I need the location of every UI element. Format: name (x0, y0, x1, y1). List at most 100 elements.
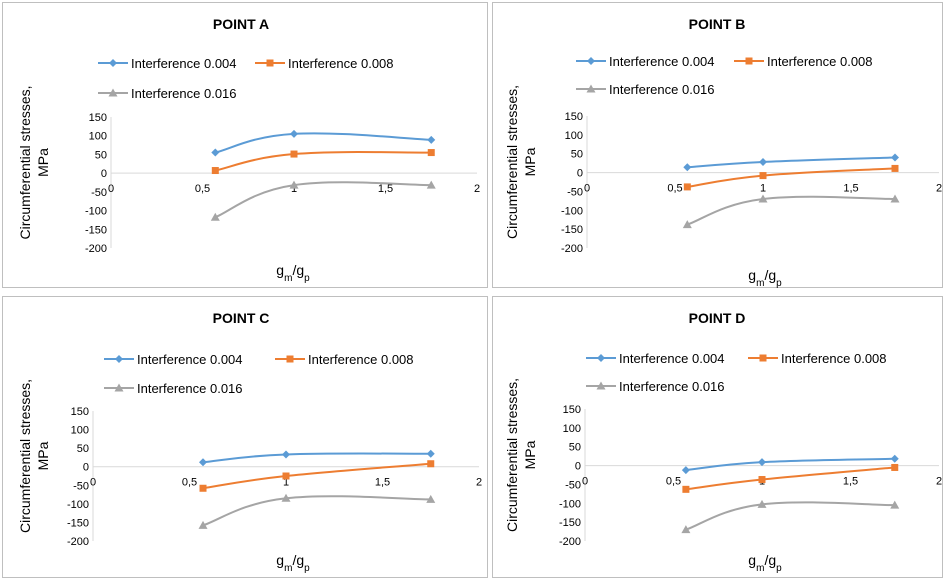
data-point (683, 163, 692, 172)
data-point (890, 454, 899, 463)
x-axis-label: gm/gp (748, 267, 782, 289)
x-axis-label-part: g (768, 552, 776, 568)
x-axis-label: gm/gp (276, 262, 310, 284)
data-point (282, 472, 290, 480)
legend-label: Interference 0.016 (619, 379, 725, 394)
x-axis-label: gm/gp (276, 552, 310, 574)
series-line (215, 132, 432, 154)
data-point (199, 484, 207, 492)
y-tick-label: 50 (95, 149, 107, 161)
y-tick-label: 0 (575, 461, 581, 473)
legend-label: Interference 0.004 (609, 54, 715, 69)
y-tick-label: -150 (561, 224, 583, 236)
y-tick-label: -150 (85, 224, 107, 236)
data-point (290, 150, 298, 158)
x-tick-label: 1 (760, 183, 766, 195)
legend-label: Interference 0.008 (308, 352, 414, 367)
y-tick-label: 0 (83, 462, 89, 474)
data-point (682, 485, 690, 493)
x-axis-label-part: / (764, 267, 768, 283)
legend-label: Interference 0.008 (767, 54, 873, 69)
x-axis-label-subscript: m (756, 563, 764, 574)
legend-marker (109, 59, 117, 67)
legend-item: Interference 0.008 (734, 54, 873, 69)
x-axis-label-part: / (292, 262, 296, 278)
x-tick-label: 0 (582, 476, 588, 488)
x-axis-label-subscript: p (776, 278, 782, 289)
legend-label: Interference 0.004 (137, 352, 243, 367)
chart-title: POINT C (213, 310, 270, 326)
data-point (891, 153, 899, 162)
data-point (427, 460, 435, 468)
legend-label: Interference 0.004 (619, 351, 725, 366)
legend-marker (286, 355, 294, 363)
x-axis-label-subscript: p (304, 273, 310, 284)
data-point (759, 158, 767, 167)
legend-item: Interference 0.008 (275, 352, 414, 367)
x-axis-label-part: / (764, 552, 768, 568)
data-point (282, 450, 290, 459)
x-axis-label-subscript: m (756, 278, 764, 289)
x-axis-label-part: g (296, 552, 304, 568)
legend-marker (108, 88, 118, 97)
x-axis-label-part: g (768, 267, 776, 283)
y-tick-label: -200 (561, 243, 583, 255)
y-tick-label: -200 (85, 243, 107, 255)
y-tick-label: -100 (85, 206, 107, 218)
x-axis-label-part: g (276, 552, 284, 568)
y-tick-label: 0 (101, 168, 107, 180)
series-line (686, 195, 896, 226)
x-tick-label: 1,5 (843, 476, 858, 488)
legend-item: Interference 0.008 (748, 351, 887, 366)
y-tick-label: -100 (559, 498, 581, 510)
y-axis-label-line2: MPa (522, 440, 538, 469)
y-axis-label-line1: Circumferential stresses, (17, 85, 33, 239)
data-point (426, 449, 435, 458)
chart-panel-d: POINT D Interference 0.004 Interference 0.… (492, 296, 943, 578)
series-line (202, 495, 431, 527)
data-point (210, 212, 220, 221)
x-tick-label: 2 (474, 183, 480, 195)
chart-svg-d: POINT D Interference 0.004 Interference 0.… (504, 310, 942, 574)
x-tick-label: 0 (584, 183, 590, 195)
data-point (281, 493, 291, 502)
x-axis-label-subscript: p (304, 563, 310, 574)
legend-label: Interference 0.016 (609, 82, 715, 97)
legend-item: Interference 0.016 (576, 82, 715, 97)
y-tick-label: 100 (89, 131, 107, 143)
x-axis-label-subscript: m (284, 273, 292, 284)
legend-marker (745, 57, 753, 65)
legend-item: Interference 0.004 (104, 352, 243, 367)
chart-panel-b: POINT B Interference 0.004 Interference 0.… (492, 2, 943, 289)
legend-label: Interference 0.016 (131, 86, 237, 101)
legend-label: Interference 0.016 (137, 381, 243, 396)
y-tick-label: 0 (577, 168, 583, 180)
legend-label: Interference 0.008 (288, 56, 394, 71)
y-tick-label: 50 (77, 443, 89, 455)
series-line (215, 151, 432, 172)
x-tick-label: 1,5 (375, 477, 390, 489)
x-axis-label-part: g (748, 267, 756, 283)
x-axis-label-subscript: m (284, 563, 292, 574)
series-line (202, 452, 431, 464)
data-point (427, 149, 435, 157)
legend-marker (586, 84, 596, 93)
x-axis-label: gm/gp (748, 552, 782, 574)
y-axis-label-line1: Circumferential stresses, (504, 85, 520, 239)
y-tick-label: 100 (565, 130, 583, 142)
y-axis-label-line2: MPa (35, 441, 51, 470)
y-tick-label: -100 (67, 499, 89, 511)
y-tick-label: 50 (571, 149, 583, 161)
x-tick-label: 1 (291, 183, 297, 195)
x-tick-label: 2 (476, 477, 482, 489)
series-line (685, 501, 895, 531)
y-tick-label: -50 (567, 186, 583, 198)
legend-item: Interference 0.016 (104, 381, 243, 396)
legend-marker (759, 354, 767, 362)
x-tick-label: 0,5 (667, 183, 682, 195)
chart-panel-a: POINT A Interference 0.004 Interference 0.… (2, 2, 488, 288)
x-tick-label: 0 (90, 477, 96, 489)
x-axis-label-part: / (292, 552, 296, 568)
y-axis-label-line2: MPa (522, 147, 538, 176)
data-point (890, 194, 900, 203)
